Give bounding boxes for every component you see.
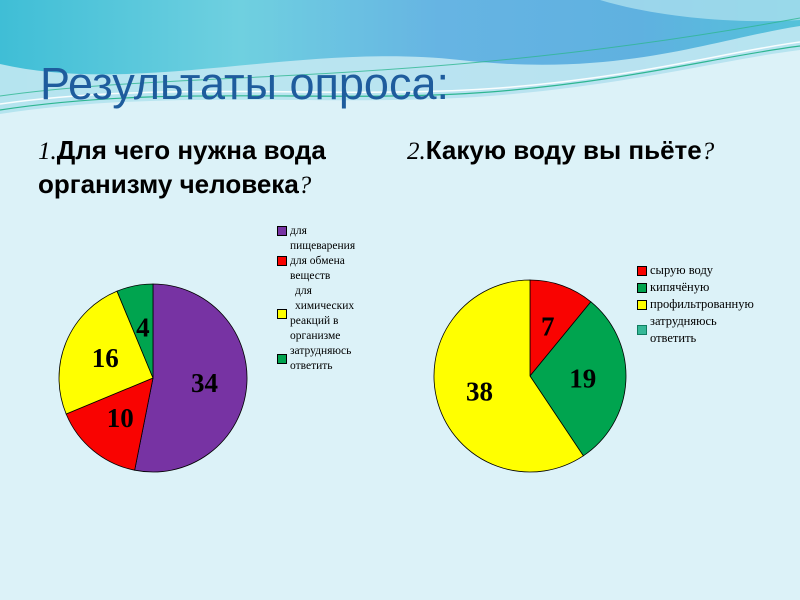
legend-color-swatch (637, 282, 647, 293)
question-2-text: Какую воду вы пьёте (425, 135, 702, 165)
legend-color-swatch (277, 354, 287, 364)
legend-label-line: для обмена (290, 255, 345, 267)
legend-item: кипячёную (637, 279, 755, 296)
legend-item: затрудняюсь ответить (637, 313, 755, 347)
legend-item: сырую воду (637, 262, 755, 279)
legend-color-swatch (277, 309, 287, 319)
legend-label-line: ответить (290, 360, 333, 372)
question-2-suffix: ? (701, 138, 715, 165)
question-2-number: 2. (407, 138, 426, 165)
legend-color-swatch (277, 256, 287, 266)
legend-label-line: профильтрованную (650, 297, 754, 311)
pie-value-label: 19 (569, 364, 596, 394)
pie-value-label: 16 (92, 343, 119, 373)
legend-label-line: сырую воду (650, 263, 714, 277)
legend-label-line: кипячёную (650, 280, 710, 294)
legend-label-line: веществ (290, 270, 331, 282)
legend-label-line: для (290, 225, 307, 237)
question-1-suffix: ? (298, 172, 312, 199)
pie-slice (529, 301, 627, 457)
question-1: 1.Для чего нужна вода организму человека… (38, 134, 390, 202)
pie-value-label: 7 (541, 311, 555, 341)
pie-chart-1: 34 10 16 4 (58, 283, 248, 473)
pie-value-label: 34 (191, 368, 218, 398)
legend-label-line: реакций в (290, 315, 339, 327)
legend-color-swatch (277, 226, 287, 236)
question-1-text: Для чего нужна вода организму человека (38, 135, 326, 199)
legend-item: для химических реакций в организме (277, 284, 369, 344)
legend-item: для пищеварения (277, 224, 369, 254)
legend-color-swatch (637, 325, 647, 335)
legend-color-swatch (637, 299, 647, 310)
legend-label-line: пищеварения (290, 240, 356, 252)
pie-slice (134, 283, 248, 473)
question-1-number: 1. (38, 138, 57, 165)
pie-slice (65, 377, 154, 471)
pie-slice (433, 279, 584, 473)
pie-slice (529, 279, 592, 378)
pie-value-label: 10 (107, 403, 134, 433)
pie-chart-2: 7 19 38 (433, 279, 627, 473)
header-accent-line-green-2 (0, 17, 800, 97)
page-title: Результаты опроса: (40, 58, 449, 109)
legend-item: затрудняюсь ответить (277, 344, 369, 374)
legend-label-line: затрудняюсь (650, 314, 717, 328)
legend-label-line: для химических (295, 285, 355, 312)
legend-label-line: организме (290, 330, 341, 342)
legend-label-line: затрудняюсь (290, 345, 352, 357)
header-light-wave (600, 0, 800, 22)
legend-item: для обмена веществ (277, 254, 369, 284)
pie-value-label: 4 (136, 312, 150, 342)
header-accent-line-white (0, 41, 800, 105)
question-2: 2.Какую воду вы пьёте? (407, 134, 767, 168)
pie-slice (116, 283, 154, 379)
legend-item: профильтрованную (637, 296, 755, 313)
legend-2: сырую воду кипячёную профильтрованную за… (637, 262, 755, 347)
pie-value-label: 38 (466, 376, 493, 406)
legend-color-swatch (637, 265, 647, 276)
legend-label-line: ответить (650, 331, 697, 345)
header-accent-line-green (0, 45, 800, 111)
header-main-wave (0, 50, 800, 135)
legend-1: для пищеварения для обмена веществ для х… (277, 224, 369, 374)
header-wave-decoration (0, 0, 800, 135)
